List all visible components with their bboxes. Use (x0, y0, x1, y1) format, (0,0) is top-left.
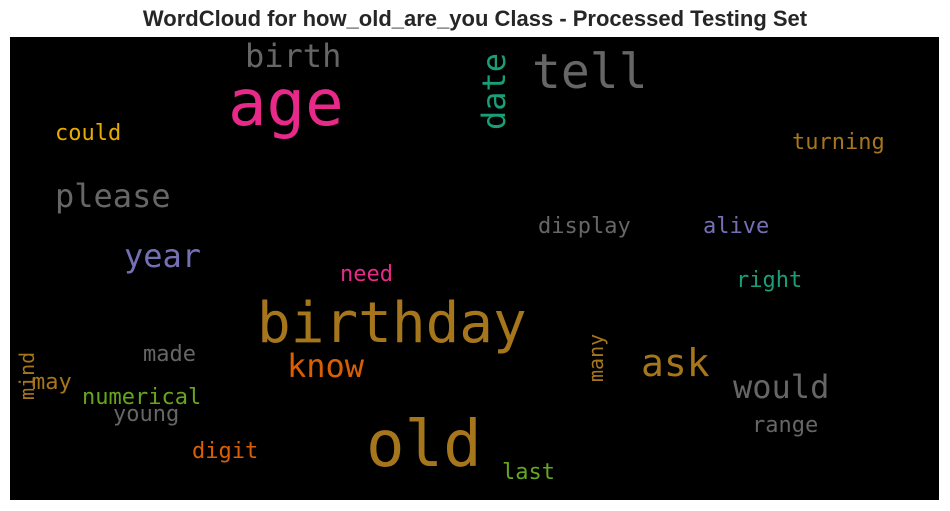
word-range: range (752, 413, 818, 438)
word-birthday: birthday (257, 291, 527, 356)
word-date: date (475, 53, 513, 130)
word-would: would (733, 368, 829, 406)
word-right: right (736, 268, 802, 293)
word-age: age (228, 67, 344, 141)
word-could: could (55, 121, 121, 146)
word-many: many (584, 334, 608, 382)
chart-title: WordCloud for how_old_are_you Class - Pr… (142, 6, 808, 31)
wordcloud-canvas: age tell birth date could turning please displa… (10, 37, 939, 500)
word-need: need (340, 262, 393, 287)
word-display: display (538, 214, 631, 239)
word-ask: ask (641, 341, 710, 385)
wordcloud-svg: age tell birth date could turning please displa… (15, 37, 885, 485)
word-last: last (502, 460, 555, 485)
word-please: please (55, 177, 171, 215)
word-young: young (113, 402, 179, 427)
word-turning: turning (792, 130, 885, 155)
word-numerical: numerical (82, 385, 201, 410)
word-year: year (124, 237, 201, 275)
word-tell: tell (532, 44, 648, 100)
word-old: old (366, 408, 482, 482)
word-may: may (32, 370, 72, 395)
word-know: know (287, 347, 365, 385)
word-birth: birth (245, 37, 341, 75)
word-digit: digit (192, 439, 258, 464)
word-mind: mind (15, 352, 39, 400)
word-made: made (143, 342, 196, 367)
word-alive: alive (703, 214, 769, 239)
